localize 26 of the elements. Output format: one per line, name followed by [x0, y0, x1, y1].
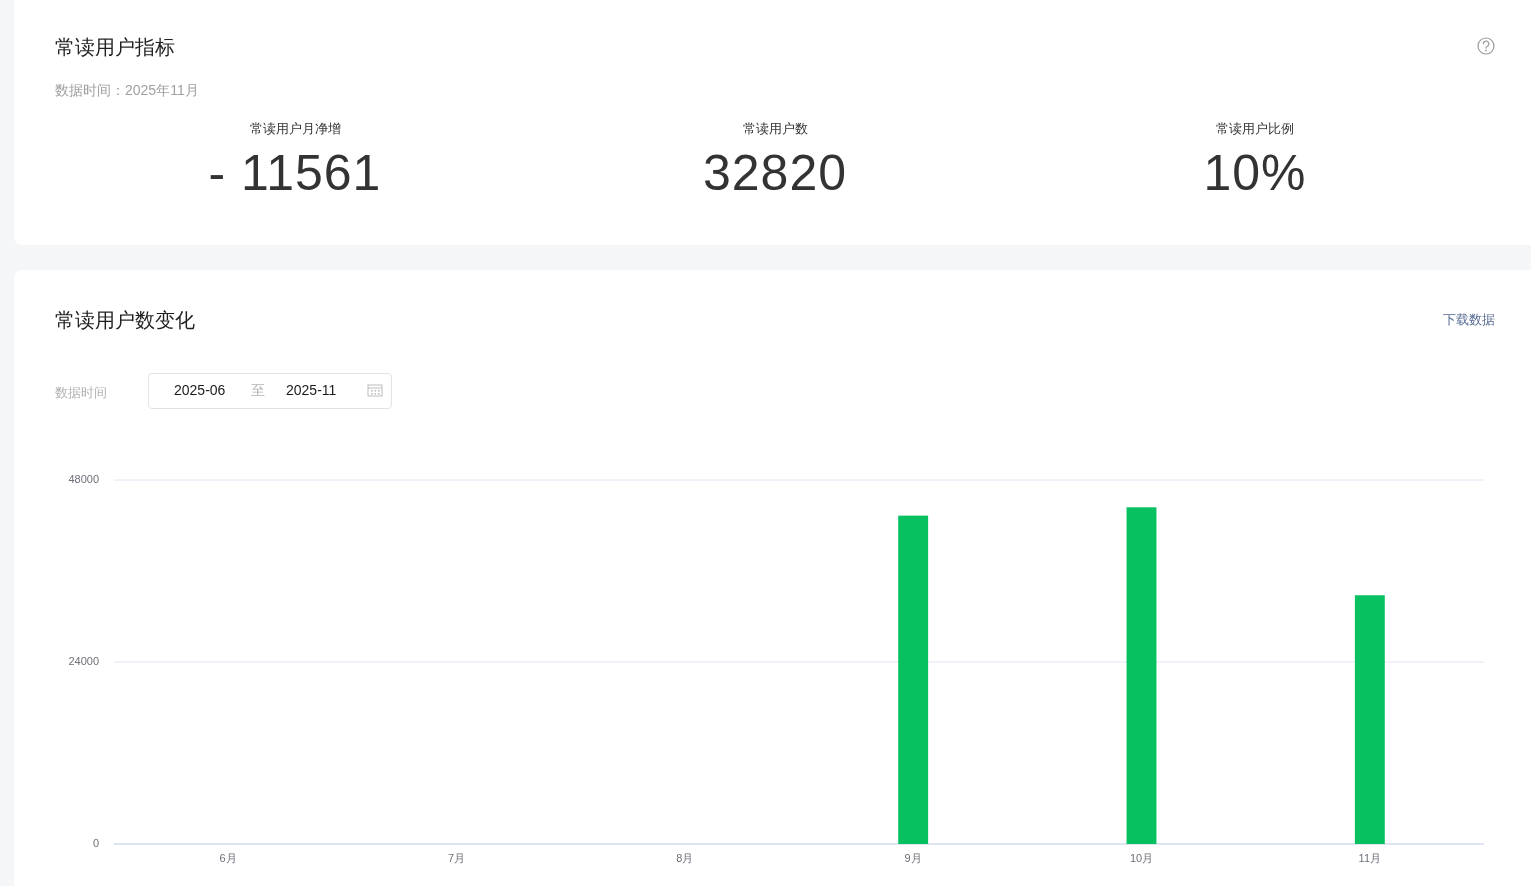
text: 下载数据 — [1443, 310, 1495, 329]
y-tick-label: 0 — [92, 836, 99, 852]
category-label: 常读用户数 — [742, 119, 808, 138]
bar — [1126, 507, 1157, 844]
text: 数据时间：2025年11月 — [55, 81, 199, 101]
bar — [1354, 595, 1385, 844]
x-tick-label: 8月 — [676, 851, 694, 867]
x-tick-label: 7月 — [447, 851, 466, 867]
category-label: 常读用户比例 — [1216, 119, 1294, 138]
y-tick-label: 24000 — [68, 654, 99, 670]
category-label: 常读用户月净增 — [249, 119, 341, 138]
text: 至 — [251, 381, 265, 401]
x-tick-label: 10月 — [1129, 851, 1154, 867]
x-tick-label: 11月 — [1358, 851, 1382, 867]
bar — [898, 515, 929, 844]
text: 32820 — [702, 144, 848, 203]
text: 2025-11 — [286, 381, 337, 401]
text: 数据时间 — [55, 383, 107, 402]
x-tick-label: 6月 — [219, 851, 237, 867]
text: 常读用户指标 — [55, 35, 175, 60]
y-tick-label: 48000 — [68, 472, 99, 488]
text: - 11561 — [208, 144, 382, 203]
text: 10% — [1203, 144, 1307, 203]
text: 2025-06 — [174, 381, 226, 401]
chart-title: 常读用户数变化 — [55, 308, 195, 333]
x-tick-label: 9月 — [904, 851, 922, 867]
